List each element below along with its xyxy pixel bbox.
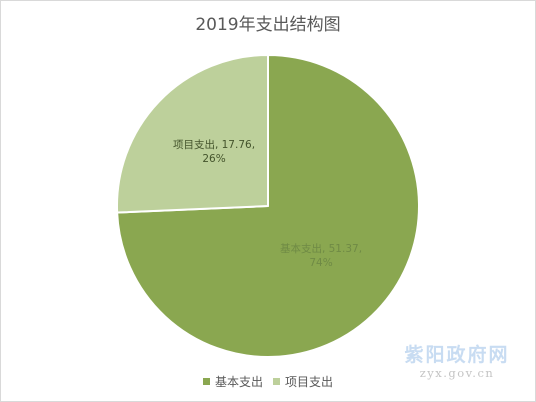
watermark: 紫阳政府网 zyx.gov.cn [401, 344, 513, 380]
legend-swatch-basic [202, 378, 210, 385]
chart-legend: 基本支出 项目支出 [1, 373, 535, 390]
data-label-basic-value: 基本支出, 51.37, [279, 243, 363, 255]
watermark-logo: 紫阳政府网 [404, 344, 510, 366]
legend-label-basic: 基本支出 [214, 375, 263, 389]
data-label-project-value: 项目支出, 17.76, [172, 139, 256, 151]
legend-swatch-project [273, 378, 280, 385]
watermark-url: zyx.gov.cn [419, 366, 495, 380]
pie-slice-project [116, 54, 269, 214]
data-label-basic: 基本支出, 51.37, 74% [266, 242, 376, 270]
data-label-project: 项目支出, 17.76, 26% [159, 138, 269, 166]
legend-item-basic: 基本支出 [202, 373, 263, 390]
legend-item-project: 项目支出 [273, 373, 333, 390]
data-label-project-percent: 26% [202, 153, 226, 165]
chart-title: 2019年支出结构图 [195, 15, 341, 35]
data-label-basic-percent: 74% [309, 257, 333, 269]
legend-label-project: 项目支出 [285, 375, 334, 389]
